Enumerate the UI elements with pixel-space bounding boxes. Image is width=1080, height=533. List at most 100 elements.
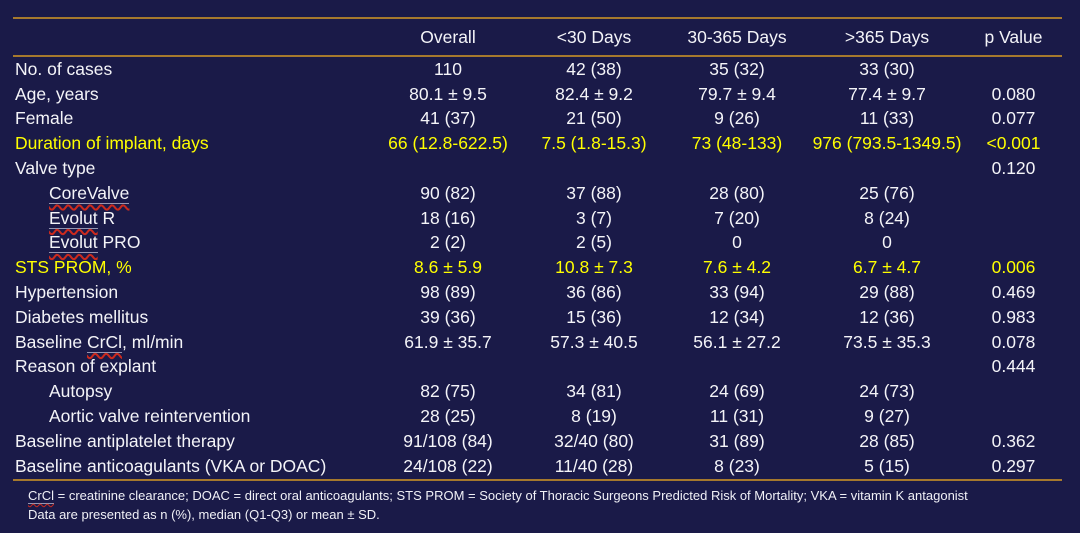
value-cell: 31 (89) <box>709 430 765 451</box>
table-row: CoreValve 90 (82) 37 (88) 28 (80) 25 (76) <box>13 181 1062 206</box>
value-cell <box>809 156 965 181</box>
p-value-cell <box>965 231 1062 256</box>
value-cell <box>523 156 665 181</box>
column-header-empty <box>13 17 373 57</box>
row-label: Female <box>13 107 373 132</box>
p-value-cell: 0.362 <box>991 430 1036 451</box>
value-cell: 15 (36) <box>566 306 622 327</box>
row-label: STS PROM, % <box>13 255 373 280</box>
value-cell: 77.4 ± 9.7 <box>848 83 926 104</box>
table-row: STS PROM, % 8.6 ± 5.9 10.8 ± 7.3 7.6 ± 4.2 6… <box>13 255 1062 280</box>
row-label: No. of cases <box>13 56 373 82</box>
label-text: No. of cases <box>15 58 113 79</box>
column-header--365-days: >365 Days <box>809 17 965 57</box>
table-row: Diabetes mellitus 39 (36) 15 (36) 12 (34) 12… <box>13 305 1062 330</box>
value-cell: 110 <box>434 58 462 79</box>
table-row: Baseline antiplatelet therapy 91/108 (84)… <box>13 429 1062 454</box>
footnotes: CrCl = creatinine clearance; DOAC = dire… <box>28 487 968 524</box>
p-value-cell <box>965 181 1062 206</box>
value-cell: 98 (89) <box>420 282 476 303</box>
value-cell: 8 (23) <box>665 453 809 481</box>
value-cell: 57.3 ± 40.5 <box>550 331 638 352</box>
footnote-data-format: Data are presented as n (%), median (Q1-… <box>28 506 380 522</box>
row-label: Valve type <box>13 156 373 181</box>
footnote-text: = creatinine clearance; DOAC = direct or… <box>54 488 968 503</box>
value-cell: 73.5 ± 35.3 <box>843 331 931 352</box>
value-cell: 29 (88) <box>859 282 915 303</box>
p-value-cell: 0.077 <box>991 108 1036 129</box>
value-cell: 3 (7) <box>576 207 612 228</box>
value-cell: 24/108 (22) <box>373 453 523 481</box>
value-cell: 8 (19) <box>571 406 617 427</box>
table-row: Reason of explant 0.444 <box>13 355 1062 380</box>
table-header: Overall <30 Days 30-365 Days >365 Days p Val… <box>13 17 1062 57</box>
value-cell: 2 (5) <box>576 232 612 253</box>
value-cell: 7.5 (1.8-15.3) <box>541 133 647 154</box>
p-value-cell: 0.983 <box>991 306 1036 327</box>
value-cell: 12 (36) <box>859 306 915 327</box>
p-value-cell: 0.120 <box>991 158 1036 179</box>
value-cell: 12 (34) <box>709 306 765 327</box>
value-cell <box>373 355 523 380</box>
value-cell: 42 (38) <box>566 58 622 79</box>
value-cell: 61.9 ± 35.7 <box>404 331 492 352</box>
value-cell: 28 (80) <box>709 182 765 203</box>
value-cell: 32/40 (80) <box>554 430 634 451</box>
value-cell: 73 (48-133) <box>691 133 783 154</box>
label-text: R <box>97 207 116 228</box>
value-cell <box>665 156 809 181</box>
p-value-cell <box>965 56 1062 82</box>
value-cell: 9 (26) <box>714 108 760 129</box>
table-row: Hypertension 98 (89) 36 (86) 33 (94) 29 (88)… <box>13 280 1062 305</box>
value-cell: 8 (24) <box>864 207 910 228</box>
p-value-cell: 0.469 <box>991 282 1036 303</box>
label-text: Baseline antiplatelet therapy <box>15 430 235 451</box>
p-value-cell: 0.006 <box>991 257 1036 278</box>
value-cell: 10.8 ± 7.3 <box>555 257 633 278</box>
value-cell: 33 (94) <box>709 282 765 303</box>
label-text: Hypertension <box>15 282 119 303</box>
value-cell: 79.7 ± 9.4 <box>698 83 776 104</box>
row-label: Duration of implant, days <box>13 131 373 156</box>
label-text: Female <box>15 108 74 129</box>
value-cell: 7 (20) <box>714 207 760 228</box>
misspelled-word: CoreValve <box>49 182 130 204</box>
table-row: Autopsy 82 (75) 34 (81) 24 (69) 24 (73) <box>13 379 1062 404</box>
value-cell: 9 (27) <box>864 406 910 427</box>
table-row: No. of cases 110 42 (38) 35 (32) 33 (30) <box>13 56 1062 82</box>
value-cell: 82.4 ± 9.2 <box>555 83 633 104</box>
value-cell: 91/108 (84) <box>403 430 493 451</box>
value-cell <box>809 355 965 380</box>
value-cell: 11 (31) <box>709 406 765 427</box>
misspelled-word: Evolut <box>49 207 98 229</box>
row-label: Aortic valve reintervention <box>13 404 373 429</box>
table-row: Baseline CrCl, ml/min 61.9 ± 35.7 57.3 ± 4… <box>13 330 1062 355</box>
table-row: Evolut R 18 (16) 3 (7) 7 (20) 8 (24) <box>13 206 1062 231</box>
misspelled-word: CrCl <box>87 331 122 353</box>
p-value-cell: 0.078 <box>991 331 1036 352</box>
table-row: Aortic valve reintervention 28 (25) 8 (19)… <box>13 404 1062 429</box>
value-cell: 90 (82) <box>420 182 476 203</box>
value-cell: 24 (69) <box>709 381 765 402</box>
p-value-cell: <0.001 <box>986 133 1041 154</box>
row-label: Autopsy <box>13 379 373 404</box>
value-cell: 56.1 ± 27.2 <box>693 331 781 352</box>
value-cell: 39 (36) <box>420 306 476 327</box>
value-cell: 36 (86) <box>566 282 622 303</box>
header-row: Overall <30 Days 30-365 Days >365 Days p Val… <box>13 17 1062 57</box>
table-row: Duration of implant, days 66 (12.8-622.5)… <box>13 131 1062 156</box>
value-cell: 2 (2) <box>430 232 466 253</box>
value-cell <box>373 156 523 181</box>
p-value-cell <box>965 404 1062 429</box>
column-header-overall: Overall <box>373 17 523 57</box>
label-text: Reason of explant <box>15 356 157 377</box>
column-header-30-365-days: 30-365 Days <box>665 17 809 57</box>
row-label: Hypertension <box>13 280 373 305</box>
label-text: Baseline anticoagulants (VKA or DOAC) <box>15 455 327 476</box>
label-text: Aortic valve reintervention <box>49 406 251 427</box>
value-cell: 5 (15) <box>809 453 965 481</box>
label-text: , ml/min <box>122 331 184 352</box>
value-cell: 37 (88) <box>566 182 622 203</box>
column-header--30-days: <30 Days <box>523 17 665 57</box>
